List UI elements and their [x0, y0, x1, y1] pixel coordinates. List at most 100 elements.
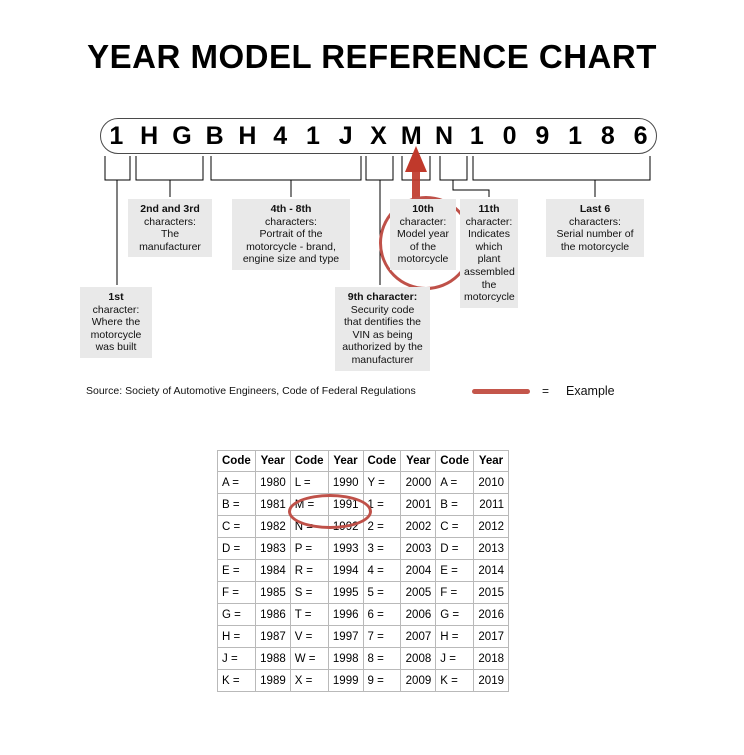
table-cell-year: 1992 — [327, 515, 364, 538]
vin-char-3: G — [172, 121, 192, 150]
callout-line: characters: — [265, 215, 317, 228]
table-cell-code: A = — [217, 471, 256, 494]
table-cell-year: 2017 — [473, 625, 509, 648]
callout-heading: 10th — [412, 203, 434, 215]
table-cell-code: 4 = — [362, 559, 402, 582]
column-header: Year — [473, 450, 509, 472]
callout-line: Model year — [397, 228, 449, 241]
table-cell-year: 1988 — [254, 647, 291, 670]
callout-line: which plant — [475, 240, 503, 266]
table-cell-year: 1999 — [327, 669, 364, 692]
table-cell-year: 2008 — [400, 647, 437, 670]
vin-char-2: H — [140, 121, 159, 150]
vin-char-10: M — [400, 121, 422, 150]
table-cell-code: K = — [217, 669, 256, 692]
callout-line: motorcycle — [397, 253, 449, 266]
callout-line: was built — [95, 341, 137, 354]
callout-line: engine size and type — [242, 253, 340, 266]
callout-line: the motorcycle — [560, 240, 630, 253]
callout-line: Where the — [91, 316, 141, 329]
callout-line: characters: — [144, 215, 196, 228]
table-cell-code: N = — [289, 515, 329, 538]
table-cell-year: 1991 — [327, 493, 364, 516]
table-cell-year: 2013 — [473, 537, 509, 560]
legend-red-line-swatch — [472, 389, 530, 394]
table-header-row: Code Year Code Year Code Year Code Year — [217, 450, 509, 472]
table-cell-year: 1982 — [254, 515, 291, 538]
callout-fourth-eighth-characters: 4th - 8th characters: Portrait of the mo… — [232, 199, 350, 270]
table-cell-code: 2 = — [362, 515, 402, 538]
table-row: H = 1987 V = 1997 7 = 2007 H = 2017 — [217, 625, 509, 648]
callout-second-third-characters: 2nd and 3rd characters: The manufacturer — [128, 199, 212, 258]
callout-heading: 4th - 8th — [270, 203, 312, 215]
callout-line: character: — [92, 303, 140, 316]
table-cell-code: 3 = — [362, 537, 402, 560]
column-header: Year — [400, 450, 437, 472]
table-cell-code: L = — [289, 471, 329, 494]
vin-char-17: 6 — [633, 121, 648, 150]
vin-char-11: N — [435, 121, 454, 150]
table-cell-code: E = — [435, 559, 474, 582]
table-cell-year: 1995 — [327, 581, 364, 604]
callout-line: motorcycle — [90, 328, 142, 341]
legend-example-label: Example — [566, 384, 615, 398]
callout-line: assembled — [464, 265, 515, 278]
table-cell-year: 1989 — [254, 669, 291, 692]
vin-char-6: 4 — [273, 121, 288, 150]
table-cell-code: G = — [435, 603, 474, 626]
table-row: F = 1985 S = 1995 5 = 2005 F = 2015 — [217, 581, 509, 604]
table-cell-year: 1981 — [254, 493, 291, 516]
vin-char-12: 1 — [469, 121, 484, 150]
callout-line: character: — [399, 215, 447, 228]
table-cell-code: D = — [217, 537, 256, 560]
column-header: Code — [435, 450, 474, 472]
table-cell-year: 1987 — [254, 625, 291, 648]
table-cell-code: C = — [435, 515, 474, 538]
vin-char-13: 0 — [502, 121, 517, 150]
table-cell-code: 9 = — [362, 669, 402, 692]
callout-line: of the — [409, 240, 437, 253]
source-text: Source: Society of Automotive Engineers,… — [86, 385, 416, 397]
vin-char-4: B — [205, 121, 224, 150]
table-cell-year: 1997 — [327, 625, 364, 648]
callout-heading: Last 6 — [579, 203, 611, 215]
table-cell-year: 2011 — [473, 493, 509, 516]
callout-eleventh-character: 11th character: Indicates which plant as… — [460, 199, 518, 308]
vin-char-14: 9 — [535, 121, 550, 150]
table-cell-code: P = — [289, 537, 329, 560]
table-cell-year: 1985 — [254, 581, 291, 604]
table-cell-code: X = — [289, 669, 329, 692]
callout-tenth-character: 10th character: Model year of the motorc… — [390, 199, 456, 270]
table-cell-code: E = — [217, 559, 256, 582]
vin-char-9: X — [370, 121, 387, 150]
table-cell-year: 2002 — [400, 515, 437, 538]
table-cell-code: Y = — [362, 471, 402, 494]
table-cell-code: V = — [289, 625, 329, 648]
table-cell-code: K = — [435, 669, 474, 692]
vin-pill-outline — [100, 118, 657, 154]
table-cell-year: 1986 — [254, 603, 291, 626]
table-row: J = 1988 W = 1998 8 = 2008 J = 2018 — [217, 647, 509, 670]
callout-line: authorized by the — [342, 341, 423, 354]
callout-line: characters: — [569, 215, 621, 228]
column-header: Year — [254, 450, 291, 472]
table-cell-code: A = — [435, 471, 474, 494]
callout-line: The — [160, 228, 180, 241]
table-cell-code: F = — [435, 581, 474, 604]
column-header: Code — [217, 450, 256, 472]
table-cell-year: 2007 — [400, 625, 437, 648]
column-header: Code — [362, 450, 402, 472]
page-title: YEAR MODEL REFERENCE CHART — [87, 38, 657, 75]
table-cell-code: W = — [289, 647, 329, 670]
table-cell-code: B = — [435, 493, 474, 516]
callout-line: the — [481, 278, 497, 291]
callout-line: character: — [465, 215, 513, 228]
vin-char-8: J — [338, 121, 353, 150]
table-row: C = 1982 N = 1992 2 = 2002 C = 2012 — [217, 515, 509, 538]
table-cell-code: R = — [289, 559, 329, 582]
table-row: A = 1980 L = 1990 Y = 2000 A = 2010 — [217, 471, 509, 494]
column-header: Code — [289, 450, 329, 472]
vin-char-1: 1 — [109, 121, 124, 150]
table-cell-year: 2010 — [473, 471, 509, 494]
